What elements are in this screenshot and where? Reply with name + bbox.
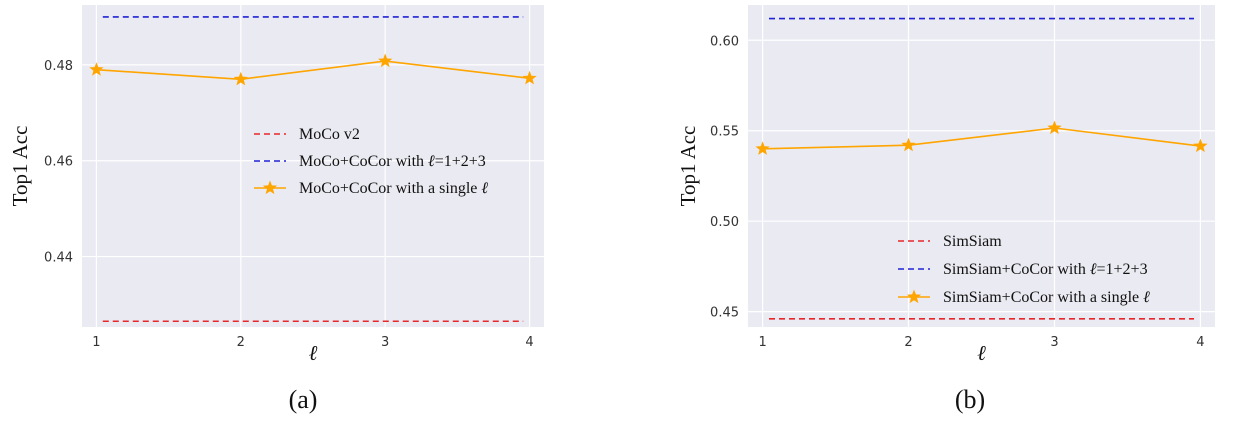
x-tick-label: 1 <box>92 335 100 350</box>
x-axis-label: ℓ <box>309 341 318 365</box>
series-line-single <box>96 60 530 81</box>
legend-label: MoCo+CoCor with ℓ=1+2+3 <box>299 153 486 170</box>
x-tick-label: 2 <box>904 335 912 350</box>
x-tick-label: 4 <box>1196 335 1204 350</box>
legend-label: MoCo+CoCor with a single ℓ <box>299 180 488 197</box>
data-point-star <box>1047 120 1062 135</box>
data-point-star <box>1193 138 1208 153</box>
legend-label: SimSiam+CoCor with a single ℓ <box>943 289 1150 306</box>
legend-label: SimSiam+CoCor with ℓ=1+2+3 <box>943 261 1148 278</box>
data-point-star <box>901 137 916 152</box>
x-axis-label: ℓ <box>977 341 986 365</box>
legend-label: MoCo v2 <box>299 126 360 143</box>
plot-area <box>82 5 544 327</box>
x-tick-label: 1 <box>758 335 766 350</box>
y-tick-label: 0.60 <box>710 34 739 49</box>
series-line-single <box>762 127 1201 150</box>
panel-label: (a) <box>289 385 318 414</box>
data-point-star <box>378 53 393 68</box>
data-point-star <box>522 70 537 85</box>
x-tick-label: 3 <box>1050 335 1058 350</box>
x-tick-label: 3 <box>381 335 389 350</box>
legend: SimSiam SimSiam+CoCor with ℓ=1+2+3 SimSiam… <box>898 233 1150 306</box>
legend-star-icon <box>262 180 278 195</box>
panel-a: 1 2 3 4 0.44 0.46 0.48 Top1 Acc ℓ MoCo v2 MoCo+CoC… <box>8 5 544 414</box>
data-point-star <box>755 141 770 155</box>
legend-label: SimSiam <box>943 233 1002 250</box>
panel-label: (b) <box>955 385 985 414</box>
y-tick-label: 0.55 <box>710 125 739 140</box>
data-point-star <box>89 62 104 76</box>
y-axis-label: Top1 Acc <box>676 126 700 207</box>
y-axis-label: Top1 Acc <box>8 126 32 207</box>
data-point-star <box>233 71 248 86</box>
y-tick-label: 0.48 <box>44 59 73 74</box>
legend-star-icon <box>906 289 922 304</box>
y-tick-label: 0.44 <box>44 251 73 266</box>
y-tick-label: 0.50 <box>710 215 739 230</box>
y-tick-label: 0.46 <box>44 155 73 170</box>
x-tick-label: 2 <box>237 335 245 350</box>
x-tick-label: 4 <box>525 335 533 350</box>
y-tick-label: 0.45 <box>710 306 739 321</box>
plot-area <box>748 5 1215 327</box>
legend: MoCo v2 MoCo+CoCor with ℓ=1+2+3 MoCo+CoCor… <box>254 126 488 197</box>
